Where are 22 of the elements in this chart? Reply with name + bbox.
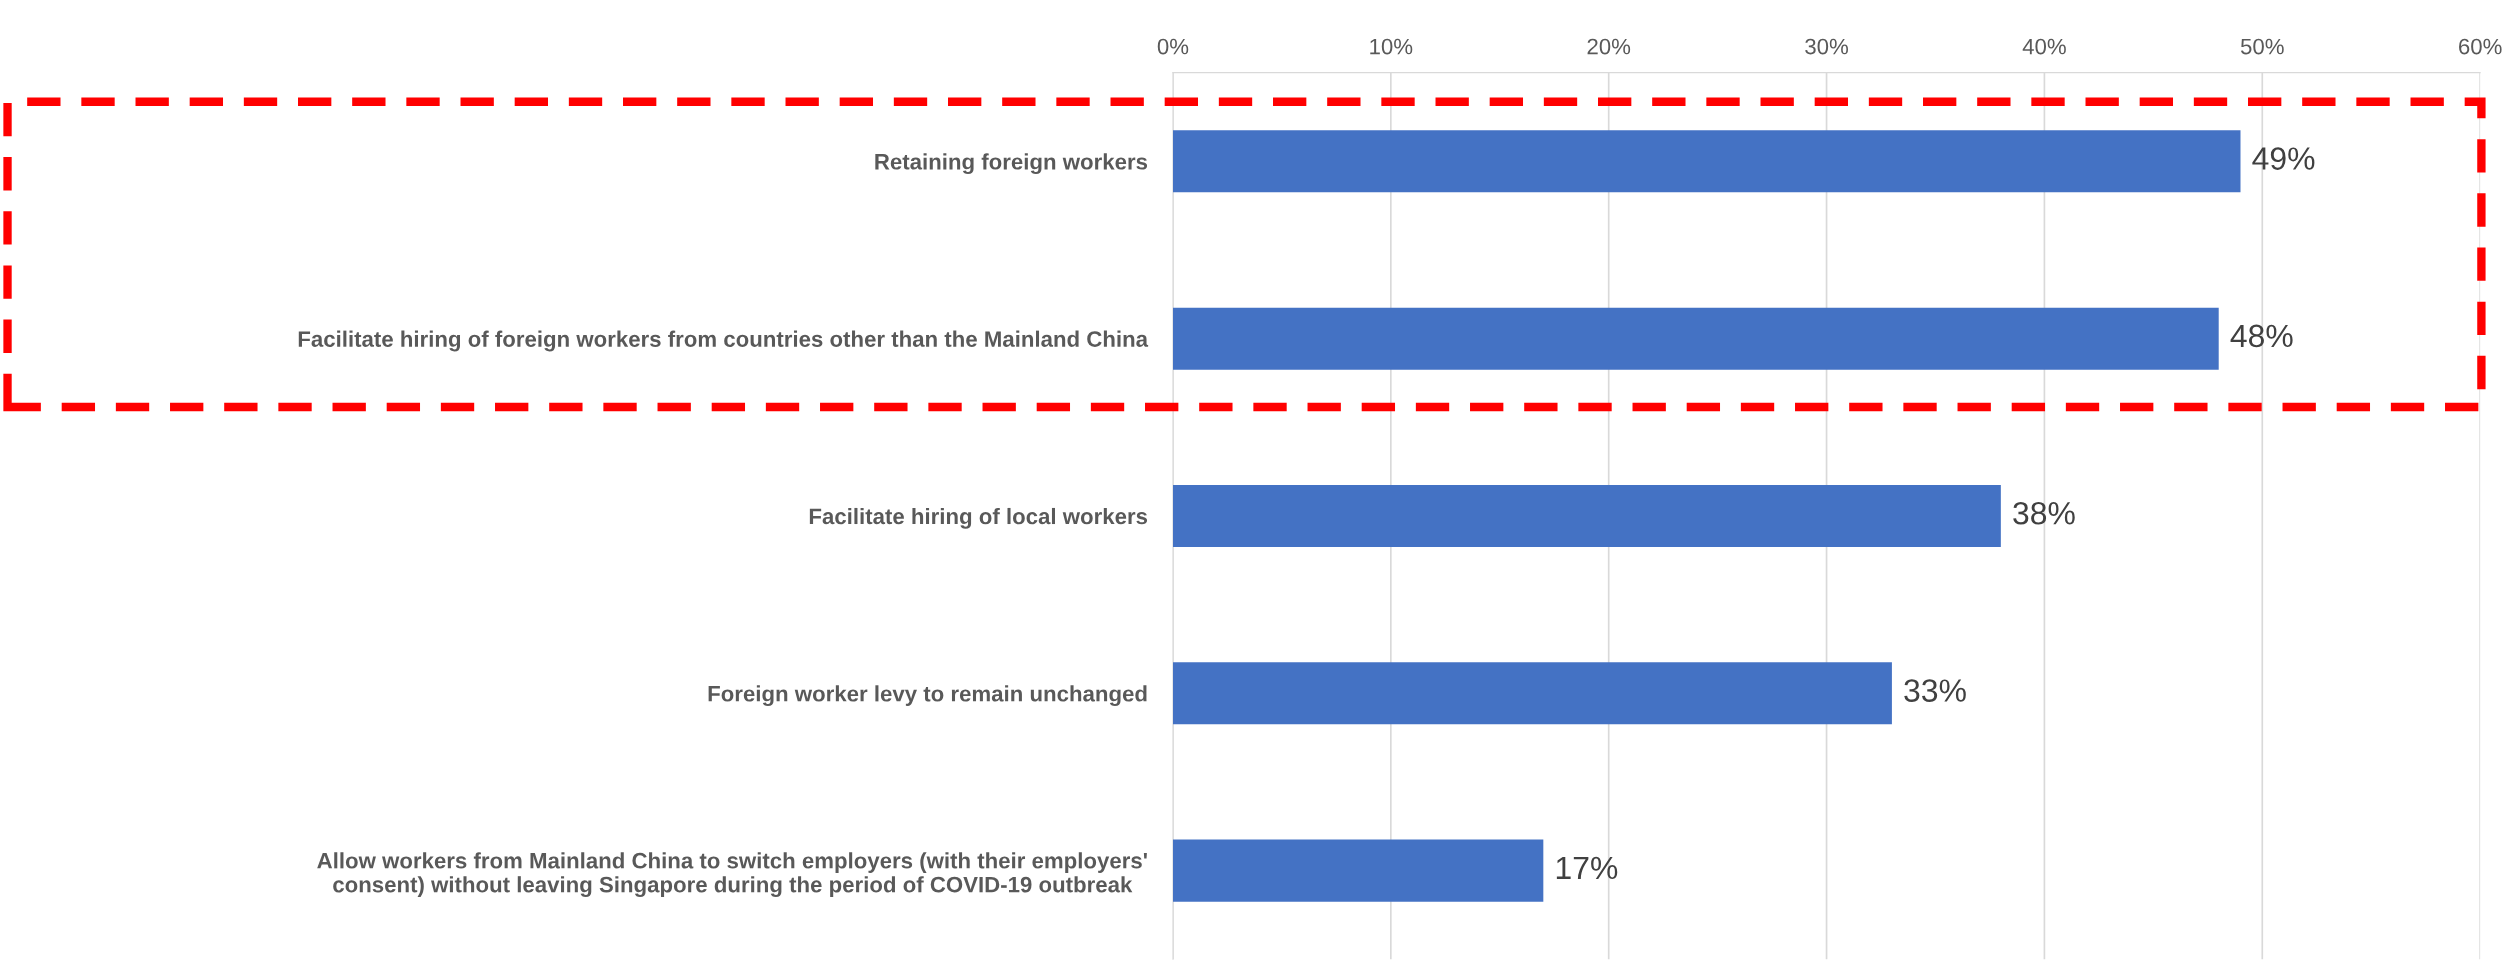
x-tick-label: 60% xyxy=(2459,38,2502,55)
y-tick-label: Facilitate hiring of foreign workers from countries other than the Mainland China xyxy=(298,330,1149,352)
x-tick-label: 10% xyxy=(1370,38,1413,55)
data-label: 48% xyxy=(2230,324,2293,348)
y-tick-label: Foreign worker levy to remain unchanged xyxy=(708,685,1147,707)
x-tick-label: 40% xyxy=(2022,38,2066,55)
data-label: 49% xyxy=(2252,147,2315,170)
bar xyxy=(1172,662,1892,725)
x-tick-label: 50% xyxy=(2240,38,2284,55)
y-tick-label: Retaining foreign workers xyxy=(875,153,1148,175)
data-label: 33% xyxy=(1904,679,1966,702)
x-tick-label: 20% xyxy=(1587,38,1631,55)
x-tick-label: 0% xyxy=(1157,38,1189,55)
y-tick-label: Facilitate hiring of local workers xyxy=(809,507,1148,529)
bar xyxy=(1172,130,2241,193)
y-tick-label: Allow workers from Mainland China to switch employers (with their employers' consent) without leaving Singapore during the period of COVID-19 outbreak xyxy=(317,852,1147,897)
bar xyxy=(1172,839,1544,902)
bar xyxy=(1172,307,2219,370)
data-label: 38% xyxy=(2013,501,2075,525)
x-tick-label: 30% xyxy=(1805,38,1848,55)
data-label: 17% xyxy=(1556,856,1618,880)
bar xyxy=(1172,484,2001,548)
